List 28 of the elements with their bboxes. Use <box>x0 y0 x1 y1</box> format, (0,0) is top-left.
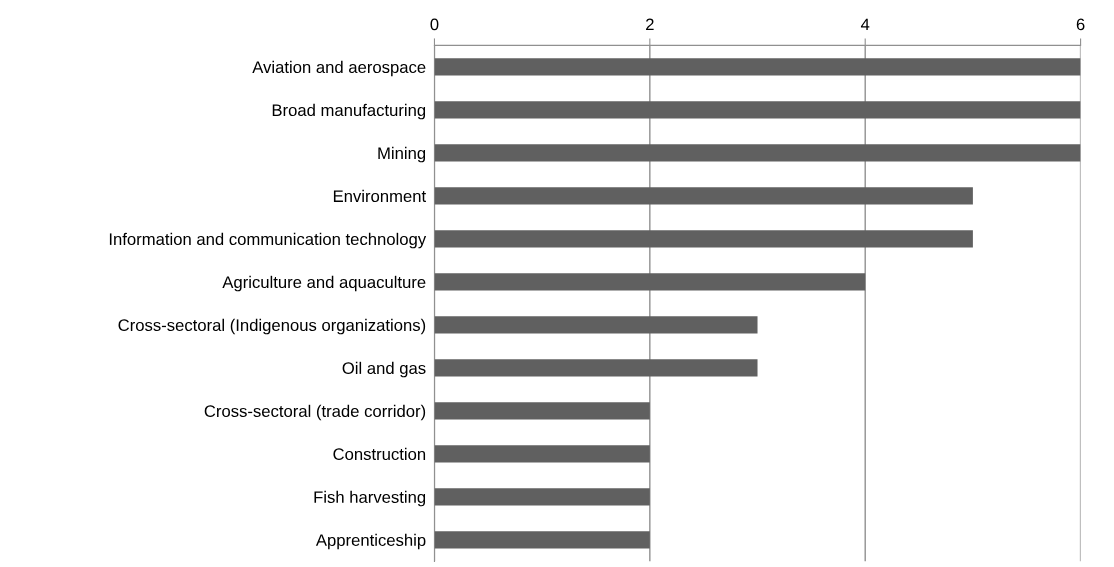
bar <box>434 445 650 463</box>
bar <box>434 488 650 506</box>
bar <box>434 58 1081 76</box>
y-tick-label: Oil and gas <box>342 361 426 378</box>
bar <box>434 531 650 549</box>
bar <box>434 359 758 377</box>
y-tick-label: Construction <box>333 447 426 461</box>
y-tick-label: Apprenticeship <box>315 533 426 550</box>
bar <box>434 187 973 205</box>
bar <box>434 144 1081 162</box>
bar <box>434 273 866 291</box>
y-tick-label: Mining <box>378 146 426 163</box>
x-tick-label: 0 <box>430 18 439 31</box>
y-tick-label: Fish harvesting <box>314 490 426 507</box>
bar <box>434 402 650 420</box>
x-tick-label: 2 <box>646 18 654 31</box>
y-tick-label: Broad manufacturing <box>272 103 426 120</box>
y-tick-label: Cross-sectoral (trade corridor) <box>204 404 426 421</box>
y-tick-label: Information and communication technology <box>109 232 427 249</box>
x-tick-label: 4 <box>860 18 870 31</box>
y-tick-label: Environment <box>333 189 427 203</box>
y-tick-label: Aviation and aerospace <box>252 60 426 77</box>
y-tick-label: Agriculture and aquaculture <box>222 275 426 292</box>
x-tick-label: 6 <box>1076 18 1085 31</box>
bar <box>434 316 758 334</box>
bar <box>434 230 973 248</box>
y-tick-label: Cross-sectoral (Indigenous organizations) <box>118 318 426 335</box>
bar <box>434 101 1081 119</box>
